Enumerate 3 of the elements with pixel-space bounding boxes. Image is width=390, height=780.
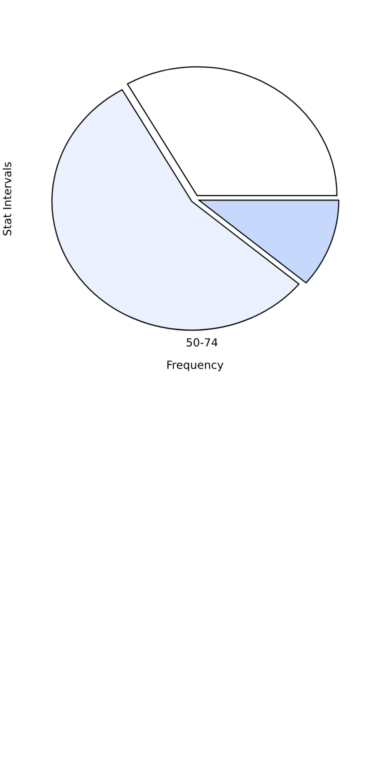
slice-label: 50-74 [186, 338, 218, 347]
text: Frequency [167, 360, 224, 372]
text: Stat Intervals [2, 162, 12, 236]
